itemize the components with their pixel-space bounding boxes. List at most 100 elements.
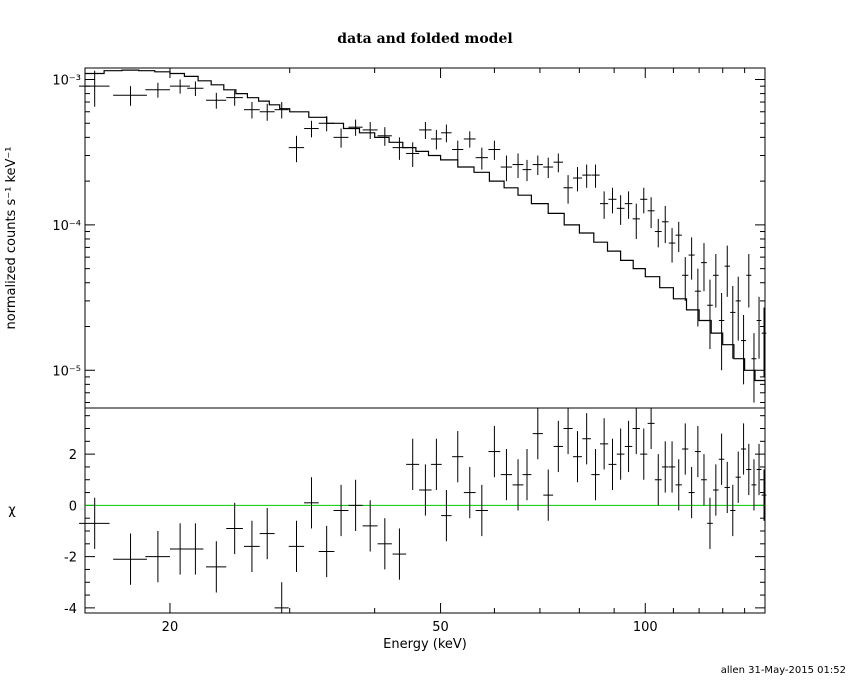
data-point [718,292,725,371]
data-point [761,307,767,377]
data-point [600,191,609,219]
residual-point [746,443,752,496]
residual-point [500,449,513,501]
data-point [419,122,432,139]
residual-point [145,531,170,583]
residual-point [362,500,378,552]
model-line [85,69,766,393]
data-point [730,285,736,359]
lower-frame [84,407,766,614]
residual-point [553,420,564,473]
data-point [145,82,170,98]
residual-point [452,431,464,483]
upper-panel: 10⁻³ 10⁻⁴ 10⁻⁵ [52,67,767,409]
data-point [563,175,573,204]
data-point [724,245,730,297]
chart-title: data and folded model [337,31,512,47]
upper-y-axis-label: normalized counts s⁻¹ keV⁻¹ [4,147,19,330]
residual-point [430,438,442,490]
x-tick-label: 20 [162,620,179,635]
data-point [475,147,488,170]
lower-ticks: -4 -2 0 2 [64,415,765,617]
chi-tick-label: 0 [69,499,77,514]
data-point [741,314,747,385]
residual-point [591,449,600,501]
residual-point [522,449,532,501]
lower-panel: -4 -2 0 2 [64,407,767,617]
data-point [608,187,617,214]
residual-point [647,408,655,449]
data-point [452,140,464,160]
data-point [318,116,335,132]
residual-point [640,428,648,480]
data-point [675,221,682,253]
residual-point [304,477,319,529]
data-point [512,153,524,179]
data-point [488,140,501,160]
residual-point [274,582,289,613]
residual-point [463,466,476,519]
residual-point [730,484,736,537]
residual-point [756,443,762,496]
residual-point [169,523,190,575]
residual-point [661,441,669,493]
data-point [348,119,363,136]
data-point [406,142,420,168]
data-point [682,257,689,301]
data-point [543,157,554,179]
data-point [441,124,452,143]
data-points [79,70,767,403]
residual-point [582,413,591,465]
upper-ticks: 10⁻³ 10⁻⁴ 10⁻⁵ [52,74,765,404]
residual-point [632,408,640,455]
data-point [632,203,640,239]
x-tick-label: 100 [633,620,658,635]
residual-point [392,528,407,580]
data-point [751,333,757,403]
residual-point [206,541,227,593]
data-point [688,237,695,280]
residual-point [713,464,719,516]
residual-point [512,459,524,511]
residual-point [563,408,573,455]
residual-point [377,518,392,570]
y-tick-label: 10⁻³ [52,74,81,89]
residual-point [441,490,452,542]
data-point [113,86,147,106]
residual-point [532,408,543,460]
model-step-path [85,69,766,393]
data-point [274,102,289,119]
x-tick-label: 50 [432,620,449,635]
residual-point [475,484,488,537]
residual-point [543,469,554,521]
residual-point [761,469,767,521]
residual-point [724,461,730,514]
data-point [668,228,676,263]
residual-point [79,497,110,549]
data-point [640,187,648,214]
residual-point [348,479,363,531]
data-point [377,127,392,146]
data-point [616,195,625,225]
residual-points [79,408,767,613]
data-point [661,205,669,244]
residual-point [668,441,676,493]
residual-point [675,459,682,511]
data-point [694,268,701,327]
data-point [654,218,662,248]
residual-point [288,520,305,572]
residual-point [694,425,701,478]
residual-point [701,454,707,506]
residual-point [735,451,741,503]
x-axis-label: Energy (keV) [383,637,467,652]
x-axis-ticks: 20 50 100 [162,68,766,635]
residual-point [187,523,204,575]
residual-point [488,425,501,478]
residual-point [113,533,147,585]
upper-frame [84,67,766,409]
residual-point [707,497,713,549]
data-point [713,254,719,308]
data-point [522,159,532,182]
data-point [169,79,190,94]
data-point [735,276,741,341]
